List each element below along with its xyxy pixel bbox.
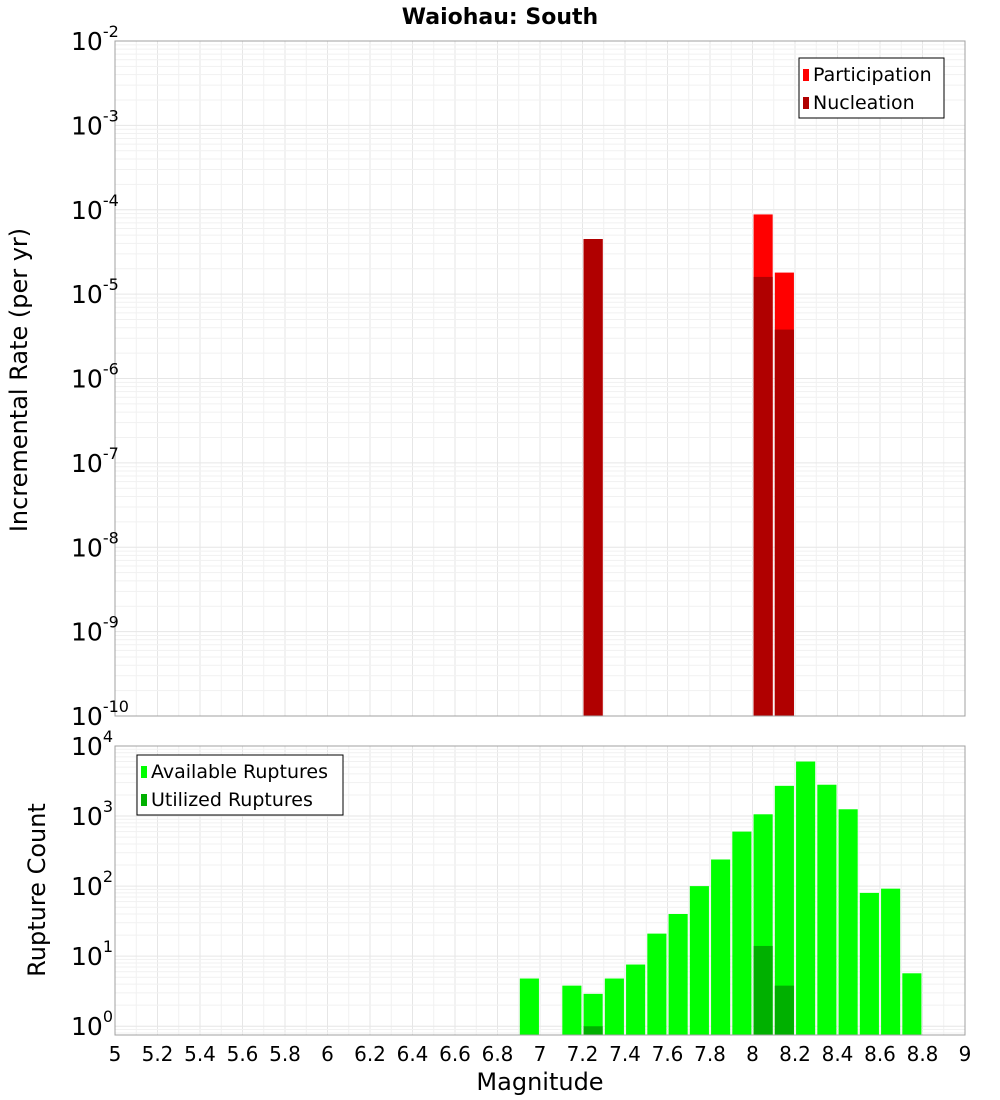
- x-tick-label: 5.6: [227, 1042, 259, 1066]
- count-bar: [647, 933, 667, 1035]
- count-bar: [668, 914, 688, 1035]
- rate-legend-box: [798, 57, 945, 119]
- count-y-tick-label: 102: [71, 867, 113, 901]
- count-bar: [689, 886, 709, 1035]
- x-tick-label: 9: [959, 1042, 972, 1066]
- rate-y-tick-label: 10-7: [71, 444, 119, 478]
- top-y-axis-label: Incremental Rate (per yr): [5, 228, 33, 532]
- x-tick-label: 5.4: [184, 1042, 216, 1066]
- x-tick-label: 8.2: [779, 1042, 811, 1066]
- x-tick-label: 8.4: [822, 1042, 854, 1066]
- bottom-y-axis-label: Rupture Count: [23, 803, 51, 977]
- count-bar: [583, 993, 603, 1035]
- rate-bar: [753, 276, 773, 716]
- rate-grid: [114, 40, 966, 717]
- count-legend-box: [136, 754, 344, 816]
- count-y-tick-label: 104: [71, 727, 113, 761]
- x-tick-label: 6.2: [354, 1042, 386, 1066]
- x-tick-label: 7.6: [652, 1042, 684, 1066]
- count-legend-label: Utilized Ruptures: [151, 789, 313, 811]
- count-bar: [796, 761, 816, 1035]
- count-bar: [711, 859, 731, 1035]
- rupture-count-plot: 104 103 102 101 100 Available Ruptures Utilize…: [71, 727, 971, 1066]
- rate-legend-swatch: [803, 97, 809, 109]
- rate-plot: 10-2 10-3 10-4 10-5 10-6 10-7 10-8 10-9 10-10 Par…: [71, 22, 966, 731]
- count-bar: [583, 1026, 603, 1035]
- count-bar: [732, 831, 752, 1035]
- x-tick-label: 5.2: [142, 1042, 174, 1066]
- x-tick-label: 8: [746, 1042, 759, 1066]
- count-bar: [753, 945, 773, 1035]
- rate-bar: [583, 239, 603, 716]
- count-y-tick-label: 101: [71, 937, 113, 971]
- rate-legend-swatch: [803, 69, 809, 81]
- rate-legend-label: Participation: [813, 64, 932, 86]
- count-series-1: [583, 945, 794, 1035]
- rate-y-tick-label: 10-3: [71, 106, 119, 140]
- x-tick-label: 7.2: [567, 1042, 599, 1066]
- rate-series-1: [583, 239, 794, 716]
- x-tick-label: 6.6: [439, 1042, 471, 1066]
- rate-bar: [774, 329, 794, 716]
- count-bar: [774, 985, 794, 1035]
- count-bar: [838, 809, 858, 1035]
- count-bar: [902, 973, 922, 1035]
- x-tick-label: 7.4: [609, 1042, 641, 1066]
- rate-y-tick-label: 10-2: [71, 22, 119, 56]
- count-bar: [562, 985, 582, 1035]
- x-tick-label: 5.8: [269, 1042, 301, 1066]
- count-legend-swatch: [141, 766, 147, 778]
- rate-y-tick-label: 10-6: [71, 360, 119, 394]
- x-tick-label: 7: [534, 1042, 547, 1066]
- count-legend-label: Available Ruptures: [151, 761, 328, 783]
- rate-y-tick-label: 10-5: [71, 275, 119, 309]
- count-bar: [774, 785, 794, 1035]
- count-legend: Available Ruptures Utilized Ruptures: [136, 754, 344, 816]
- count-y-tick-label: 100: [71, 1007, 113, 1041]
- count-bar: [817, 784, 837, 1035]
- x-tick-label: 6.4: [397, 1042, 429, 1066]
- rate-plot-frame: [114, 40, 966, 717]
- chart-title: Waiohau: South: [402, 5, 598, 30]
- x-tick-label: 8.6: [864, 1042, 896, 1066]
- count-bar: [604, 978, 624, 1035]
- count-series-0: [519, 761, 922, 1035]
- x-tick-label: 6.8: [482, 1042, 514, 1066]
- count-bar: [519, 978, 539, 1035]
- x-tick-label: 5: [109, 1042, 122, 1066]
- rate-y-tick-label: 10-10: [71, 697, 129, 731]
- count-y-tick-label: 103: [71, 797, 113, 831]
- rate-y-tick-label: 10-8: [71, 528, 119, 562]
- x-axis-label: Magnitude: [476, 1068, 603, 1096]
- count-plot-frame: [114, 745, 966, 1036]
- rate-y-tick-label: 10-9: [71, 613, 119, 647]
- x-tick-label: 7.8: [694, 1042, 726, 1066]
- count-legend-swatch: [141, 794, 147, 806]
- count-bar: [859, 892, 879, 1035]
- count-bar: [626, 964, 646, 1035]
- rate-legend-label: Nucleation: [813, 92, 915, 114]
- count-bar: [881, 888, 901, 1035]
- x-tick-label: 6: [321, 1042, 334, 1066]
- rate-y-tick-label: 10-4: [71, 191, 119, 225]
- x-tick-label: 8.8: [907, 1042, 939, 1066]
- rate-legend: Participation Nucleation: [798, 57, 945, 119]
